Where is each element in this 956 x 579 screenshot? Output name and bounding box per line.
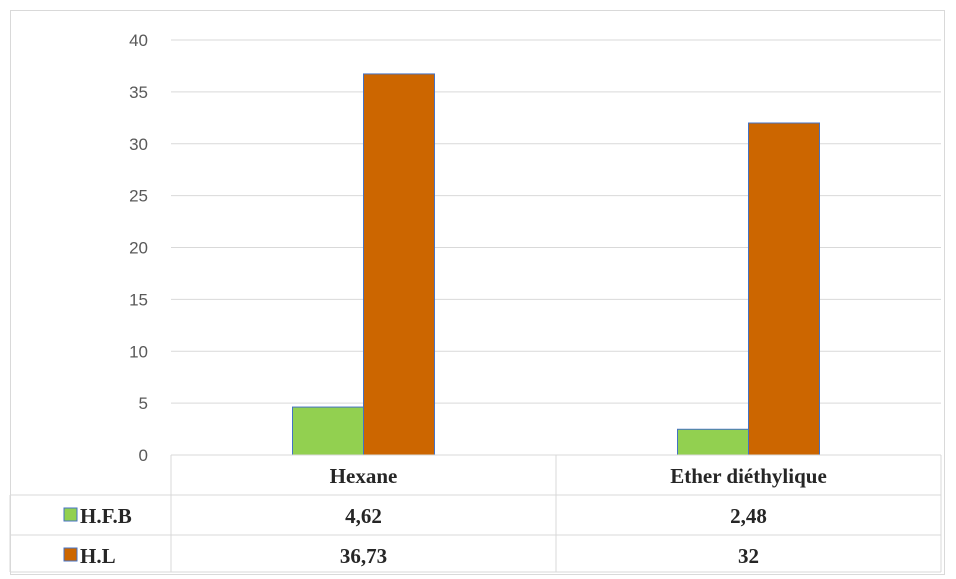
legend-key bbox=[63, 547, 78, 562]
y-tick-label: 10 bbox=[129, 342, 148, 361]
data-label: 36,73 bbox=[340, 544, 387, 568]
series-name: H.F.B bbox=[80, 504, 132, 528]
y-tick-label: 30 bbox=[129, 135, 148, 154]
category-label: Ether diéthylique bbox=[670, 464, 827, 488]
bar-hl-1 bbox=[748, 122, 820, 456]
bar-hl-0 bbox=[363, 73, 435, 456]
series-name: H.L bbox=[80, 544, 116, 568]
data-label: 32 bbox=[738, 544, 759, 568]
bar-hfb-1 bbox=[677, 428, 749, 456]
y-tick-label: 20 bbox=[129, 239, 148, 258]
bar-hfb-0 bbox=[292, 406, 364, 456]
y-tick-label: 35 bbox=[129, 83, 148, 102]
data-label: 2,48 bbox=[730, 504, 767, 528]
legend-key bbox=[63, 507, 78, 522]
y-tick-label: 40 bbox=[129, 31, 148, 50]
y-tick-label: 15 bbox=[129, 290, 148, 309]
category-label: Hexane bbox=[330, 464, 398, 488]
y-tick-label: 25 bbox=[129, 187, 148, 206]
y-tick-label: 5 bbox=[139, 394, 148, 413]
data-label: 4,62 bbox=[345, 504, 382, 528]
y-tick-label: 0 bbox=[139, 446, 148, 465]
